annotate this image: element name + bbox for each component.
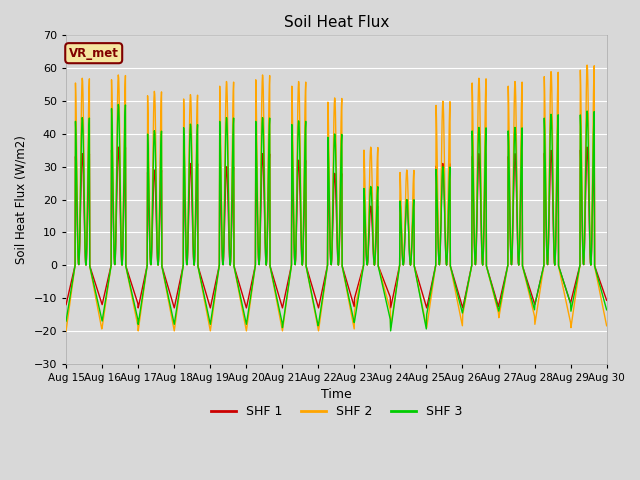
X-axis label: Time: Time	[321, 388, 352, 401]
Title: Soil Heat Flux: Soil Heat Flux	[284, 15, 389, 30]
Legend: SHF 1, SHF 2, SHF 3: SHF 1, SHF 2, SHF 3	[205, 400, 467, 423]
Y-axis label: Soil Heat Flux (W/m2): Soil Heat Flux (W/m2)	[15, 135, 28, 264]
Text: VR_met: VR_met	[68, 47, 118, 60]
